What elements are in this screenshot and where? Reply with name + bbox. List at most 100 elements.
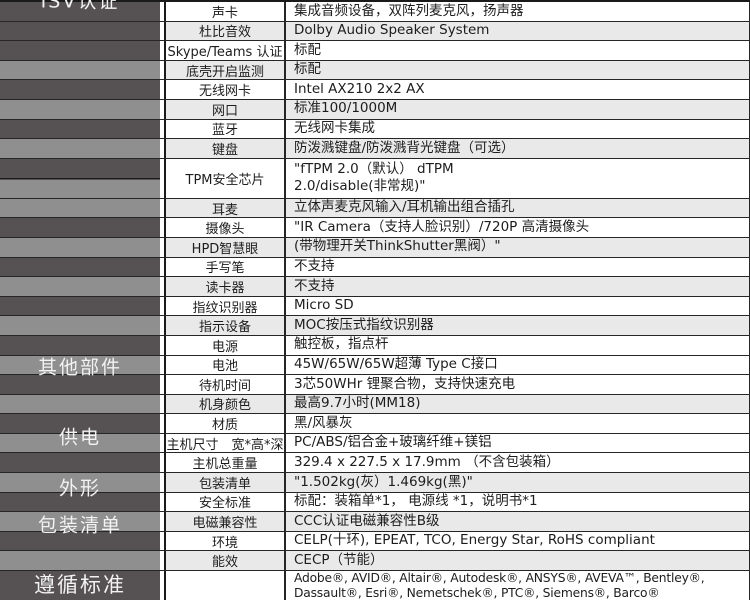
category-stripe [0, 237, 160, 257]
spec-name: 网口 [166, 99, 286, 119]
column-divider [160, 296, 166, 316]
column-divider [160, 158, 166, 198]
category-stripe [0, 414, 160, 433]
category-stripe [0, 571, 160, 600]
spec-name: 杜比音效 [166, 21, 286, 40]
spec-row: 机身颜色 最高9.7小时(MM18) [0, 394, 750, 415]
spec-row: 网口 标准100/1000M [0, 99, 750, 120]
spec-row: 指示设备 MOC按压式指纹识别器 [0, 316, 750, 336]
spec-row: TPM安全芯片 "fTPM 2.0（默认） dTPM 2.0/disable(非常… [0, 158, 750, 199]
spec-row: 能效 CECP（节能） [0, 551, 750, 572]
spec-row: 电源 触控板，指点杆 [0, 335, 750, 356]
spec-value: CCC认证电磁兼容性B级 [286, 512, 750, 531]
spec-name: 读卡器 [166, 277, 286, 296]
spec-value: Adobe®, AVID®, Altair®, Autodesk®, ANSYS… [286, 571, 750, 600]
category-stripe [0, 80, 160, 99]
column-divider [160, 139, 166, 158]
spec-name: HPD智慧眼 [166, 237, 286, 257]
spec-name: 材质 [166, 414, 286, 433]
spec-value: Intel AX210 2x2 AX [286, 80, 750, 99]
category-stripe [0, 277, 160, 296]
spec-value: 3芯50WHr 锂聚合物，支持快速充电 [286, 375, 750, 394]
category-stripe [0, 531, 160, 551]
category-stripe [0, 99, 160, 119]
category-stripe [0, 139, 160, 158]
spec-value: MOC按压式指纹识别器 [286, 316, 750, 335]
spec-name: 底壳开启监测 [166, 60, 286, 80]
spec-row: 摄像头 "IR Camera（支持人脸识别）/720P 高清摄像头 [0, 218, 750, 238]
column-divider [160, 433, 166, 453]
spec-name: Skype/Teams 认证 [166, 41, 286, 60]
spec-row: 手写笔 不支持 [0, 257, 750, 278]
spec-row: 待机时间 3芯50WHr 锂聚合物，支持快速充电 [0, 375, 750, 395]
spec-row: 键盘 防泼溅键盘/防泼溅背光键盘（可选） [0, 139, 750, 159]
column-divider [160, 60, 166, 80]
spec-row: Skype/Teams 认证 标配 [0, 41, 750, 61]
spec-row: 底壳开启监测 标配 [0, 60, 750, 81]
spec-row: 电池 45W/65W/65W超薄 Type C接口 [0, 355, 750, 376]
spec-row: 无线网卡 Intel AX210 2x2 AX [0, 80, 750, 100]
spec-row: 环境 CELP(十环), EPEAT, TCO, Energy Star, RoH… [0, 531, 750, 552]
spec-value: 45W/65W/65W超薄 Type C接口 [286, 355, 750, 375]
category-stripe [0, 316, 160, 335]
column-divider [160, 237, 166, 257]
spec-row: 电磁兼容性 CCC认证电磁兼容性B级 [0, 512, 750, 532]
spec-name: TPM安全芯片 [166, 158, 286, 198]
category-stripe [0, 433, 160, 453]
spec-value: 触控板，指点杆 [286, 335, 750, 355]
spec-value: 标配：装箱单*1， 电源线 *1，说明书*1 [286, 492, 750, 512]
spec-name: 电源 [166, 335, 286, 355]
column-divider [160, 453, 166, 473]
category-stripe [0, 41, 160, 60]
spec-name: 手写笔 [166, 257, 286, 276]
spec-row: 材质 黑/风暴灰 [0, 414, 750, 434]
category-stripe [0, 60, 160, 80]
category-stripe [0, 218, 160, 237]
spec-value: Dolby Audio Speaker System [286, 21, 750, 41]
spec-name: 摄像头 [166, 218, 286, 237]
spec-value: 不支持 [286, 257, 750, 277]
spec-value: 无线网卡集成 [286, 119, 750, 139]
spec-value: 标准100/1000M [286, 99, 750, 119]
category-stripe [0, 198, 160, 218]
spec-name: 环境 [166, 531, 286, 551]
spec-value: "fTPM 2.0（默认） dTPM 2.0/disable(非常规)" [286, 158, 750, 198]
column-divider [160, 551, 166, 571]
column-divider [160, 316, 166, 335]
category-stripe [0, 158, 160, 198]
spec-value: CECP（节能） [286, 551, 750, 571]
spec-row: 蓝牙 无线网卡集成 [0, 119, 750, 140]
spec-value: Micro SD [286, 296, 750, 316]
category-stripe [0, 394, 160, 414]
spec-value: "1.502kg(灰）1.469kg(黑)" [286, 473, 750, 492]
spec-name: 指示设备 [166, 316, 286, 335]
column-divider [160, 335, 166, 355]
spec-value: 集成音频设备，双阵列麦克风，扬声器 [286, 2, 750, 21]
spec-value: PC/ABS/铝合金+玻璃纤维+镁铝 [286, 433, 750, 453]
spec-name: 安全标准 [166, 492, 286, 511]
category-stripe [0, 551, 160, 571]
spec-row: 主机总重量 329.4 x 227.5 x 17.9mm （不含包装箱） [0, 453, 750, 474]
category-stripe [0, 355, 160, 375]
spec-row: Adobe®, AVID®, Altair®, Autodesk®, ANSYS… [0, 571, 750, 600]
spec-name: 包装清单 [166, 473, 286, 492]
spec-name: 待机时间 [166, 375, 286, 394]
column-divider [160, 531, 166, 551]
spec-name: 键盘 [166, 139, 286, 158]
column-divider [160, 257, 166, 277]
spec-value: 黑/风暴灰 [286, 414, 750, 433]
spec-name: 指纹识别器 [166, 296, 286, 316]
spec-name: 无线网卡 [166, 80, 286, 99]
column-divider [160, 473, 166, 492]
category-stripe [0, 2, 160, 21]
column-divider [160, 80, 166, 99]
spec-name: 能效 [166, 551, 286, 570]
spec-value: CELP(十环), EPEAT, TCO, Energy Star, RoHS … [286, 531, 750, 551]
spec-name: 主机总重量 [166, 453, 286, 472]
category-stripe [0, 375, 160, 394]
spec-value: 329.4 x 227.5 x 17.9mm （不含包装箱） [286, 453, 750, 473]
spec-row: 耳麦 立体声麦克风输入/耳机输出组合插孔 [0, 198, 750, 219]
spec-row: 主机尺寸 宽*高*深 PC/ABS/铝合金+玻璃纤维+镁铝 [0, 433, 750, 454]
spec-value: 防泼溅键盘/防泼溅背光键盘（可选） [286, 139, 750, 158]
